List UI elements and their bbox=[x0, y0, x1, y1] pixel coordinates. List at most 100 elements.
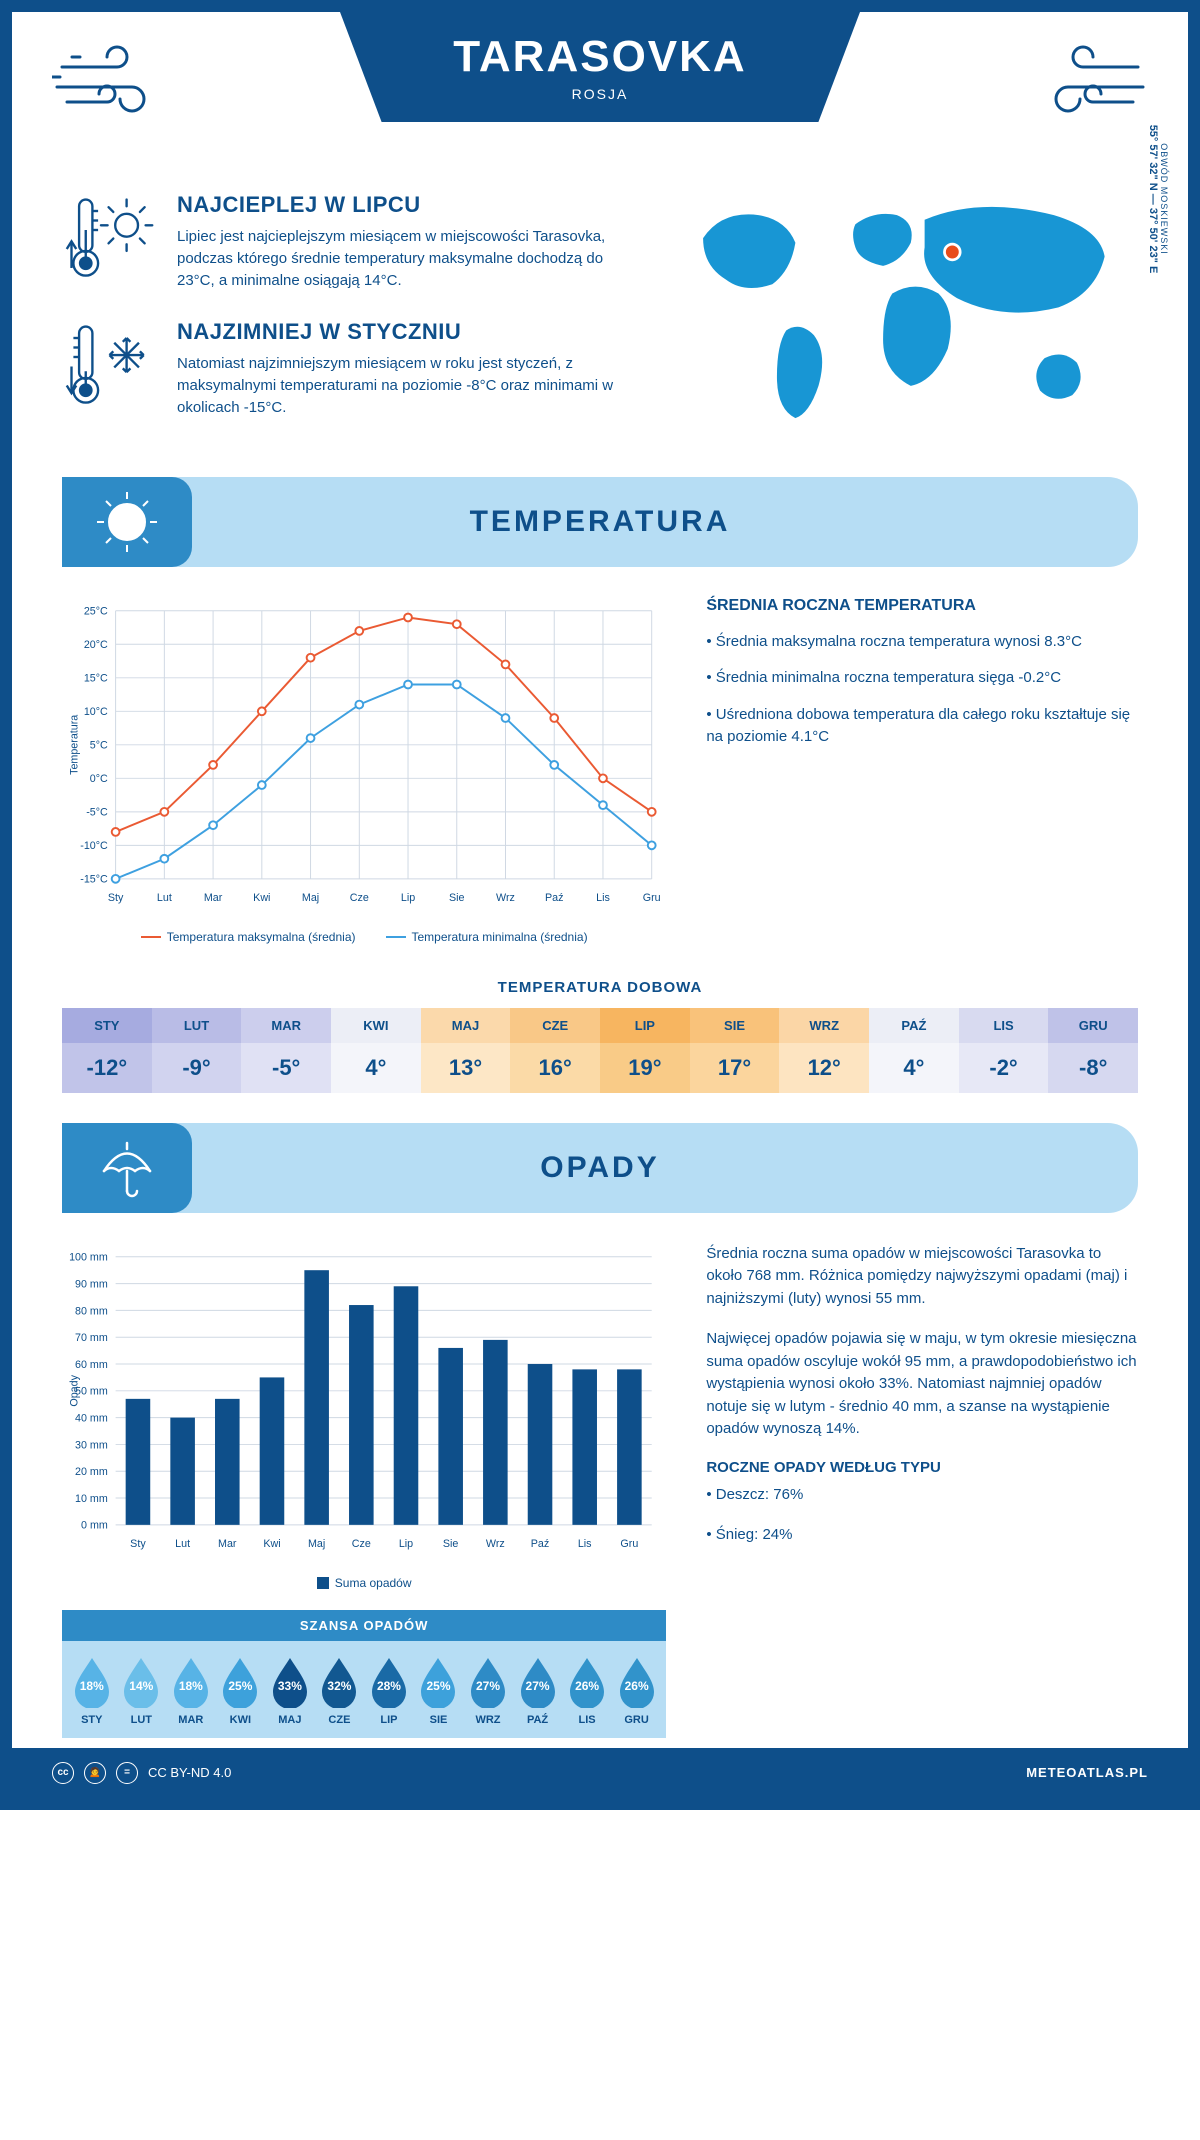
site-label: METEOATLAS.PL bbox=[1026, 1765, 1148, 1780]
month-cell: WRZ 12° bbox=[779, 1008, 869, 1093]
raindrop-icon: 25% bbox=[219, 1656, 261, 1708]
svg-text:Lis: Lis bbox=[596, 892, 610, 904]
month-cell: GRU -8° bbox=[1048, 1008, 1138, 1093]
svg-text:90 mm: 90 mm bbox=[75, 1278, 108, 1290]
raindrop-icon: 27% bbox=[467, 1656, 509, 1708]
thermometer-snow-icon bbox=[62, 319, 157, 414]
svg-text:20 mm: 20 mm bbox=[75, 1466, 108, 1478]
svg-text:Maj: Maj bbox=[308, 1538, 325, 1550]
raindrop-icon: 14% bbox=[120, 1656, 162, 1708]
chance-cell: 26% LIS bbox=[562, 1656, 612, 1726]
raindrop-icon: 26% bbox=[616, 1656, 658, 1708]
summary-bullet: • Średnia minimalna roczna temperatura s… bbox=[706, 667, 1138, 690]
coldest-text: Natomiast najzimniejszym miesiącem w rok… bbox=[177, 353, 616, 418]
svg-text:Wrz: Wrz bbox=[486, 1538, 505, 1550]
chance-cell: 26% GRU bbox=[612, 1656, 662, 1726]
raindrop-icon: 26% bbox=[566, 1656, 608, 1708]
license-label: CC BY-ND 4.0 bbox=[148, 1765, 231, 1780]
chance-cell: 27% WRZ bbox=[463, 1656, 513, 1726]
temperature-title: TEMPERATURA bbox=[470, 505, 731, 539]
svg-text:-10°C: -10°C bbox=[80, 840, 108, 852]
precipitation-summary: Średnia roczna suma opadów w miejscowośc… bbox=[706, 1243, 1138, 1738]
chance-cell: 14% LUT bbox=[117, 1656, 167, 1726]
svg-text:-15°C: -15°C bbox=[80, 873, 108, 885]
wind-icon bbox=[1028, 42, 1148, 122]
warmest-title: NAJCIEPLEJ W LIPCU bbox=[177, 192, 616, 218]
temperature-chart: -15°C-10°C-5°C0°C5°C10°C15°C20°C25°CStyL… bbox=[62, 597, 666, 944]
chance-cell: 28% LIP bbox=[364, 1656, 414, 1726]
daily-temp-title: TEMPERATURA DOBOWA bbox=[12, 979, 1188, 996]
svg-text:5°C: 5°C bbox=[90, 739, 108, 751]
coordinates-label: OBWÓD MOSKIEWSKI 55° 57' 32" N — 37° 50'… bbox=[1147, 79, 1169, 319]
svg-text:Temperatura: Temperatura bbox=[69, 714, 81, 774]
month-cell: LIS -2° bbox=[959, 1008, 1049, 1093]
chance-cell: 32% CZE bbox=[315, 1656, 365, 1726]
svg-text:20°C: 20°C bbox=[84, 639, 108, 651]
raindrop-icon: 27% bbox=[517, 1656, 559, 1708]
precipitation-section-header: OPADY bbox=[62, 1123, 1138, 1213]
month-cell: MAR -5° bbox=[241, 1008, 331, 1093]
svg-text:Lis: Lis bbox=[578, 1538, 592, 1550]
month-cell: CZE 16° bbox=[510, 1008, 600, 1093]
chance-cell: 25% SIE bbox=[414, 1656, 464, 1726]
chance-title: SZANSA OPADÓW bbox=[62, 1610, 666, 1641]
thermometer-sun-icon bbox=[62, 192, 157, 287]
page-subtitle: ROSJA bbox=[572, 86, 629, 102]
svg-text:Wrz: Wrz bbox=[496, 892, 515, 904]
cc-icon: cc bbox=[52, 1762, 74, 1784]
month-cell: LIP 19° bbox=[600, 1008, 690, 1093]
wind-icon bbox=[52, 42, 172, 122]
svg-text:Paź: Paź bbox=[545, 892, 563, 904]
summary-bullet: • Średnia maksymalna roczna temperatura … bbox=[706, 631, 1138, 654]
raindrop-icon: 28% bbox=[368, 1656, 410, 1708]
month-cell: KWI 4° bbox=[331, 1008, 421, 1093]
svg-text:0°C: 0°C bbox=[90, 773, 108, 785]
month-cell: SIE 17° bbox=[690, 1008, 780, 1093]
svg-text:30 mm: 30 mm bbox=[75, 1439, 108, 1451]
svg-text:100 mm: 100 mm bbox=[69, 1251, 108, 1263]
title-banner: TARASOVKA ROSJA bbox=[340, 12, 860, 122]
coldest-block: NAJZIMNIEJ W STYCZNIU Natomiast najzimni… bbox=[62, 319, 616, 418]
month-cell: PAŹ 4° bbox=[869, 1008, 959, 1093]
coldest-title: NAJZIMNIEJ W STYCZNIU bbox=[177, 319, 616, 345]
world-map-icon bbox=[656, 192, 1138, 432]
intro-section: NAJCIEPLEJ W LIPCU Lipiec jest najcieple… bbox=[12, 162, 1188, 457]
svg-text:Lip: Lip bbox=[399, 1538, 413, 1550]
precipitation-chance-row: 18% STY 14% LUT 18% MAR 25% KWI 33% MAJ … bbox=[62, 1641, 666, 1738]
chance-cell: 33% MAJ bbox=[265, 1656, 315, 1726]
page-frame: TARASOVKA ROSJA bbox=[0, 0, 1200, 1810]
nd-icon: = bbox=[116, 1762, 138, 1784]
sun-icon bbox=[62, 477, 192, 567]
warmest-text: Lipiec jest najcieplejszym miesiącem w m… bbox=[177, 226, 616, 291]
svg-text:15°C: 15°C bbox=[84, 672, 108, 684]
svg-text:Gru: Gru bbox=[643, 892, 661, 904]
chance-cell: 18% STY bbox=[67, 1656, 117, 1726]
raindrop-icon: 18% bbox=[71, 1656, 113, 1708]
svg-text:Cze: Cze bbox=[352, 1538, 371, 1550]
svg-text:25°C: 25°C bbox=[84, 605, 108, 617]
svg-text:Sie: Sie bbox=[449, 892, 465, 904]
svg-text:10 mm: 10 mm bbox=[75, 1492, 108, 1504]
temperature-summary: ŚREDNIA ROCZNA TEMPERATURA • Średnia mak… bbox=[706, 597, 1138, 944]
precipitation-chart: 0 mm10 mm20 mm30 mm40 mm50 mm60 mm70 mm8… bbox=[62, 1243, 666, 1590]
svg-text:Opady: Opady bbox=[69, 1374, 81, 1406]
temperature-section-header: TEMPERATURA bbox=[62, 477, 1138, 567]
umbrella-icon bbox=[62, 1123, 192, 1213]
page-title: TARASOVKA bbox=[453, 32, 746, 82]
precipitation-title: OPADY bbox=[540, 1151, 659, 1185]
month-cell: MAJ 13° bbox=[421, 1008, 511, 1093]
chance-cell: 18% MAR bbox=[166, 1656, 216, 1726]
chance-cell: 27% PAŹ bbox=[513, 1656, 563, 1726]
svg-text:70 mm: 70 mm bbox=[75, 1332, 108, 1344]
summary-bullet: • Deszcz: 76% bbox=[706, 1484, 1138, 1507]
header: TARASOVKA ROSJA bbox=[12, 12, 1188, 162]
svg-text:60 mm: 60 mm bbox=[75, 1358, 108, 1370]
warmest-block: NAJCIEPLEJ W LIPCU Lipiec jest najcieple… bbox=[62, 192, 616, 291]
svg-text:0 mm: 0 mm bbox=[81, 1519, 108, 1531]
by-icon: 🙍 bbox=[84, 1762, 106, 1784]
chart-legend: Temperatura maksymalna (średnia) Tempera… bbox=[62, 930, 666, 944]
month-cell: STY -12° bbox=[62, 1008, 152, 1093]
svg-text:Lut: Lut bbox=[175, 1538, 190, 1550]
footer: cc 🙍 = CC BY-ND 4.0 METEOATLAS.PL bbox=[12, 1748, 1188, 1798]
raindrop-icon: 32% bbox=[318, 1656, 360, 1708]
